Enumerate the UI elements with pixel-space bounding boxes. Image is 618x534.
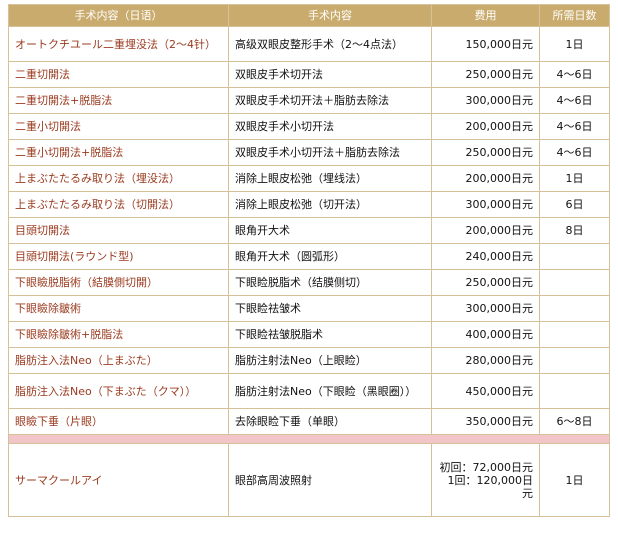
fee-per-session: 1回：120,000日元	[447, 473, 534, 500]
price-table: 手术内容（日语） 手术内容 费用 所需日数 オートクチユール二重埋没法（2～4针…	[8, 4, 610, 517]
procedure-name-jp: 脂肪注入法Neo（上まぶた）	[8, 347, 229, 374]
header-name-jp: 手术内容（日语）	[8, 4, 229, 27]
header-days: 所需日数	[539, 4, 610, 27]
procedure-fee: 350,000日元	[431, 408, 540, 435]
procedure-fee: 240,000日元	[431, 243, 540, 270]
procedure-fee: 300,000日元	[431, 295, 540, 322]
procedure-name-cn: 去除眼睑下垂（单眼）	[228, 408, 432, 435]
procedure-days: 4～6日	[539, 61, 610, 88]
table-row: 脂肪注入法Neo（上まぶた） 脂肪注射法Neo（上眼睑） 280,000日元	[8, 347, 610, 374]
section-divider	[8, 434, 610, 444]
procedure-name-cn: 眼角开大术	[228, 217, 432, 244]
divider-cell	[8, 434, 610, 444]
procedure-name-cn: 双眼皮手术切开法	[228, 61, 432, 88]
procedure-name-cn: 消除上眼皮松弛（埋线法）	[228, 165, 432, 192]
procedure-fee: 250,000日元	[431, 269, 540, 296]
procedure-days: 4～6日	[539, 113, 610, 140]
procedure-fee: 200,000日元	[431, 165, 540, 192]
table-row: 目頭切開法(ラウンド型) 眼角开大术（圆弧形） 240,000日元	[8, 243, 610, 270]
table-row: 眼瞼下垂（片眼） 去除眼睑下垂（单眼） 350,000日元 6～8日	[8, 408, 610, 435]
procedure-fee: 200,000日元	[431, 113, 540, 140]
procedure-name-jp: 下眼瞼除皺術	[8, 295, 229, 322]
price-table-container: 手术内容（日语） 手术内容 费用 所需日数 オートクチユール二重埋没法（2～4针…	[8, 4, 610, 517]
procedure-days: 1日	[539, 443, 610, 517]
procedure-name-jp: 脂肪注入法Neo（下まぶた（クマ））	[8, 373, 229, 409]
procedure-fee: 450,000日元	[431, 373, 540, 409]
procedure-name-cn: 消除上眼皮松弛（切开法）	[228, 191, 432, 218]
procedure-fee: 250,000日元	[431, 61, 540, 88]
procedure-days: 1日	[539, 165, 610, 192]
table-row: 下眼瞼脱脂術（結膜側切開） 下眼睑脱脂术（结膜侧切） 250,000日元	[8, 269, 610, 296]
procedure-name-cn: 下眼睑祛皱脱脂术	[228, 321, 432, 348]
procedure-days: 4～6日	[539, 87, 610, 114]
procedure-days	[539, 347, 610, 374]
procedure-fee: 初回：72,000日元 1回：120,000日元	[431, 443, 540, 517]
procedure-fee: 300,000日元	[431, 87, 540, 114]
procedure-days: 6～8日	[539, 408, 610, 435]
header-name-cn: 手术内容	[228, 4, 432, 27]
table-row: オートクチユール二重埋没法（2～4针） 高级双眼皮整形手术（2～4点法） 150…	[8, 26, 610, 62]
procedure-name-cn: 双眼皮手术切开法＋脂肪去除法	[228, 87, 432, 114]
procedure-name-jp: 上まぶたたるみ取り法（埋没法）	[8, 165, 229, 192]
procedure-name-cn: 眼角开大术（圆弧形）	[228, 243, 432, 270]
procedure-name-jp: 二重切開法+脱脂法	[8, 87, 229, 114]
table-row: 二重切開法+脱脂法 双眼皮手术切开法＋脂肪去除法 300,000日元 4～6日	[8, 87, 610, 114]
table-row: 脂肪注入法Neo（下まぶた（クマ）） 脂肪注射法Neo（下眼睑（黑眼圈）） 45…	[8, 373, 610, 409]
procedure-name-jp: 上まぶたたるみ取り法（切開法）	[8, 191, 229, 218]
procedure-fee: 400,000日元	[431, 321, 540, 348]
procedure-name-cn: 脂肪注射法Neo（上眼睑）	[228, 347, 432, 374]
table-header-row: 手术内容（日语） 手术内容 费用 所需日数	[8, 4, 610, 27]
procedure-name-jp: サーマクールアイ	[8, 443, 229, 517]
procedure-fee: 150,000日元	[431, 26, 540, 62]
procedure-days: 8日	[539, 217, 610, 244]
table-row: 二重小切開法+脱脂法 双眼皮手术小切开法＋脂肪去除法 250,000日元 4～6…	[8, 139, 610, 166]
procedure-name-jp: 二重小切開法+脱脂法	[8, 139, 229, 166]
procedure-name-cn: 脂肪注射法Neo（下眼睑（黑眼圈））	[228, 373, 432, 409]
procedure-name-cn: 下眼睑脱脂术（结膜侧切）	[228, 269, 432, 296]
table-row: 上まぶたたるみ取り法（埋没法） 消除上眼皮松弛（埋线法） 200,000日元 1…	[8, 165, 610, 192]
procedure-name-cn: 高级双眼皮整形手术（2～4点法）	[228, 26, 432, 62]
procedure-name-jp: 二重小切開法	[8, 113, 229, 140]
procedure-name-cn: 双眼皮手术小切开法	[228, 113, 432, 140]
procedure-days	[539, 269, 610, 296]
procedure-name-jp: 下眼瞼除皺術+脱脂法	[8, 321, 229, 348]
procedure-name-jp: 目頭切開法	[8, 217, 229, 244]
procedure-days: 1日	[539, 26, 610, 62]
table-row: サーマクールアイ 眼部高周波照射 初回：72,000日元 1回：120,000日…	[8, 443, 610, 517]
procedure-fee: 300,000日元	[431, 191, 540, 218]
table-row: 下眼瞼除皺術+脱脂法 下眼睑祛皱脱脂术 400,000日元	[8, 321, 610, 348]
procedure-name-jp: オートクチユール二重埋没法（2～4针）	[8, 26, 229, 62]
procedure-fee: 280,000日元	[431, 347, 540, 374]
table-row: 二重小切開法 双眼皮手术小切开法 200,000日元 4～6日	[8, 113, 610, 140]
procedure-fee: 200,000日元	[431, 217, 540, 244]
procedure-fee: 250,000日元	[431, 139, 540, 166]
procedure-name-cn: 下眼睑祛皱术	[228, 295, 432, 322]
procedure-days: 4～6日	[539, 139, 610, 166]
procedure-name-jp: 眼瞼下垂（片眼）	[8, 408, 229, 435]
procedure-name-cn: 眼部高周波照射	[228, 443, 432, 517]
procedure-days	[539, 243, 610, 270]
procedure-name-jp: 二重切開法	[8, 61, 229, 88]
procedure-name-jp: 下眼瞼脱脂術（結膜側切開）	[8, 269, 229, 296]
procedure-name-jp: 目頭切開法(ラウンド型)	[8, 243, 229, 270]
procedure-name-cn: 双眼皮手术小切开法＋脂肪去除法	[228, 139, 432, 166]
procedure-days	[539, 295, 610, 322]
procedure-days	[539, 373, 610, 409]
procedure-days: 6日	[539, 191, 610, 218]
header-fee: 费用	[431, 4, 540, 27]
procedure-days	[539, 321, 610, 348]
table-row: 下眼瞼除皺術 下眼睑祛皱术 300,000日元	[8, 295, 610, 322]
table-row: 目頭切開法 眼角开大术 200,000日元 8日	[8, 217, 610, 244]
table-row: 二重切開法 双眼皮手术切开法 250,000日元 4～6日	[8, 61, 610, 88]
table-row: 上まぶたたるみ取り法（切開法） 消除上眼皮松弛（切开法） 300,000日元 6…	[8, 191, 610, 218]
fee-first-visit: 初回：72,000日元	[439, 460, 534, 474]
